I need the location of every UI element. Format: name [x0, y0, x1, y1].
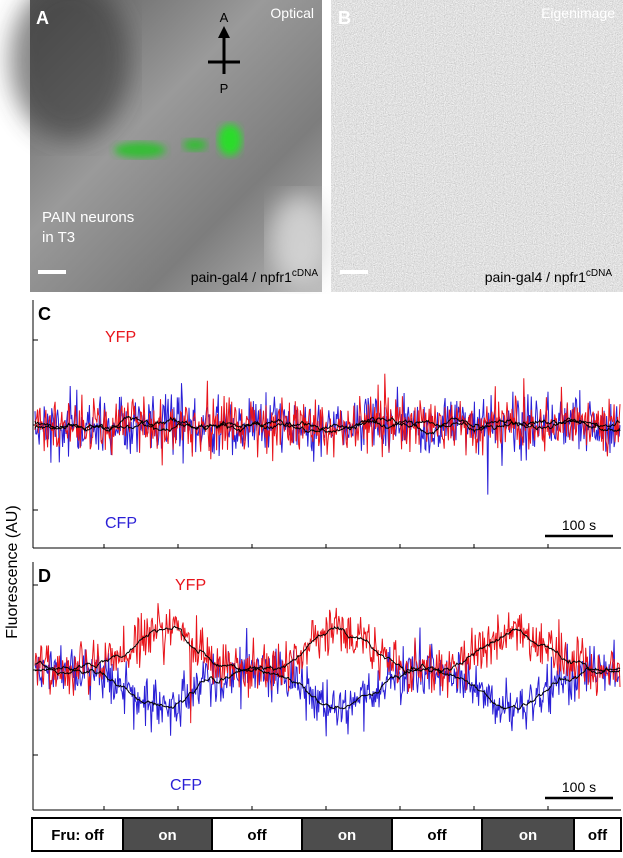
series-label: YFP — [175, 577, 206, 594]
stimulus-label: off — [588, 827, 608, 844]
stimulus-label: on — [338, 827, 356, 844]
panel-letter: B — [338, 8, 351, 28]
trace-mean — [35, 625, 621, 676]
arrow-label: A — [220, 10, 229, 25]
trace — [34, 373, 621, 466]
panel-label: Optical — [270, 5, 314, 21]
panel-label: Eigenimage — [541, 5, 615, 21]
region-label: PAIN neurons — [42, 209, 134, 226]
region-label: in T3 — [42, 229, 75, 246]
stimulus-segment — [31, 817, 124, 852]
trace — [34, 603, 621, 724]
panel-b: B Eigenimage pain-gal4 / npfr1cDNA — [331, 0, 623, 292]
scale-label: 100 s — [562, 779, 596, 795]
series-label: YFP — [105, 329, 136, 346]
stimulus-label: Fru: off — [51, 827, 104, 844]
stimulus-segment — [573, 817, 622, 852]
stimulus-label: off — [427, 827, 447, 844]
y-axis-label: Fluorescence (AU) — [4, 505, 21, 638]
trace-mean — [34, 416, 621, 435]
trace-panel: C YFP CFP 100 s — [32, 300, 621, 549]
panel-a: A Optical A P PAIN neurons in T3 pain-ga… — [10, 0, 330, 292]
panel-letter: C — [38, 304, 51, 324]
panel-letter: A — [36, 8, 49, 28]
trace — [34, 383, 621, 495]
genotype: pain-gal4 / npfr1cDNA — [485, 268, 613, 285]
stimulus-label: on — [158, 827, 176, 844]
series-label: CFP — [105, 515, 137, 532]
series-label: CFP — [170, 777, 202, 794]
stimulus-segment — [211, 817, 303, 852]
stimulus-segment — [481, 817, 575, 852]
genotype: pain-gal4 / npfr1cDNA — [191, 268, 319, 285]
scale-label: 100 s — [562, 517, 596, 533]
stimulus-label: off — [247, 827, 267, 844]
arrow-label: P — [220, 81, 229, 96]
trace-mean — [34, 665, 621, 711]
trace-panel: D YFP CFP 100 s — [32, 562, 621, 811]
stimulus-label: on — [519, 827, 537, 844]
panel-letter: D — [38, 566, 51, 586]
neuron — [218, 124, 242, 156]
